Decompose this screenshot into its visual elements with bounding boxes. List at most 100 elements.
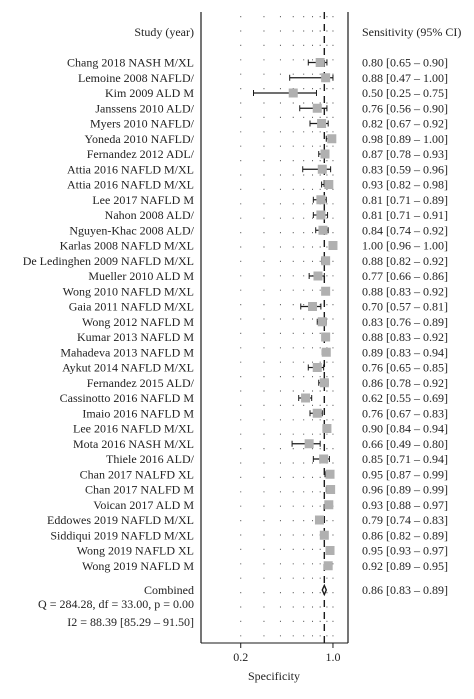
study-label: Nahon 2008 ALD/ (105, 208, 195, 222)
ci-value: 0.76 [0.56 – 0.90] (362, 101, 448, 115)
point-estimate (288, 88, 298, 98)
point-estimate (319, 530, 329, 540)
ci-value: 0.90 [0.84 – 0.94] (362, 422, 448, 436)
point-estimate (317, 119, 327, 128)
study-label: Lemoine 2008 NAFLD/ (78, 71, 195, 85)
study-column-header: Study (year) (134, 25, 194, 39)
ci-value: 0.66 [0.49 – 0.80] (362, 437, 448, 451)
study-rows: Chang 2018 NASH M/XL 0.80 [0.65 – 0.90] Le… (23, 56, 448, 573)
combined-row: Combined 0.86 [0.83 – 0.89] (144, 583, 448, 597)
ci-value: 0.83 [0.76 – 0.89] (362, 315, 448, 329)
study-label: Wong 2019 NAFLD XL (77, 544, 194, 558)
point-estimate (316, 210, 326, 220)
study-label: Wong 2019 NAFLD M (82, 559, 194, 573)
study-label: Myers 2010 NAFLD/ (90, 117, 195, 131)
heterogeneity-q: Q = 284.28, df = 33.00, p = 0.00 (38, 597, 194, 611)
study-label: Eddowes 2019 NAFLD M/XL (47, 513, 194, 527)
study-label: Imaio 2016 NAFLD M (82, 406, 194, 420)
sensitivity-column-header: Sensitivity (95% CI) (362, 25, 461, 39)
study-label: Aykut 2014 NAFLD M/XL (62, 361, 194, 375)
point-estimate (312, 408, 322, 418)
study-label: Voican 2017 ALD M (93, 498, 194, 512)
ci-value: 0.86 [0.78 – 0.92] (362, 376, 448, 390)
point-estimate (308, 302, 318, 311)
ci-value: 0.81 [0.71 – 0.89] (362, 193, 448, 207)
ci-value: 0.62 [0.55 – 0.69] (362, 391, 448, 405)
study-label: Chang 2018 NASH M/XL (67, 56, 194, 70)
ci-value: 0.76 [0.65 – 0.85] (362, 361, 448, 375)
ci-value: 0.83 [0.59 – 0.96] (362, 162, 448, 176)
study-label: Mueller 2010 ALD M (88, 269, 194, 283)
study-label: Mota 2016 NASH M/XL (73, 437, 194, 451)
ci-value: 0.88 [0.82 – 0.92] (362, 254, 448, 268)
ci-value: 0.88 [0.47 – 1.00] (362, 71, 448, 85)
combined-label: Combined (144, 583, 194, 597)
ci-value: 0.79 [0.74 – 0.83] (362, 513, 448, 527)
heterogeneity-i2: I2 = 88.39 [85.29 – 91.50] (67, 615, 194, 629)
point-estimate (317, 164, 327, 174)
study-label: Fernandez 2012 ADL/ (87, 147, 195, 161)
study-label: Attia 2016 NAFLD M/XL (67, 178, 194, 192)
ci-value: 0.88 [0.83 – 0.92] (362, 284, 448, 298)
point-estimate (321, 332, 331, 342)
point-estimate (320, 149, 330, 159)
study-label: Chan 2017 NALFD M (85, 483, 194, 497)
point-estimate (317, 317, 327, 327)
point-estimate (318, 225, 328, 235)
ci-value: 0.95 [0.93 – 0.97] (362, 544, 448, 558)
point-estimate (316, 195, 326, 205)
study-label: Fernandez 2015 ALD/ (87, 376, 195, 390)
point-estimate (323, 561, 333, 571)
ci-value: 0.86 [0.82 – 0.89] (362, 528, 448, 542)
ci-value: 0.95 [0.87 – 0.99] (362, 467, 448, 481)
point-estimate (321, 73, 331, 83)
ci-value: 0.84 [0.74 – 0.92] (362, 223, 448, 237)
study-label: Nguyen-Khac 2008 ALD/ (69, 223, 194, 237)
ci-value: 1.00 [0.96 – 1.00] (362, 239, 448, 253)
ci-value: 0.96 [0.89 – 0.99] (362, 483, 448, 497)
x-axis-label: Specificity (248, 669, 300, 683)
study-label: Siddiqui 2019 NAFLD M/XL (50, 528, 194, 542)
point-estimate (312, 103, 322, 113)
x-axis: 0.2 1.0 (233, 643, 340, 664)
point-estimate (325, 546, 335, 555)
ci-value: 0.77 [0.66 – 0.86] (362, 269, 448, 283)
point-estimate (325, 469, 335, 479)
point-estimate (324, 180, 334, 189)
study-label: Wong 2010 NAFLD M/XL (63, 284, 194, 298)
point-estimate (319, 378, 329, 388)
ci-value: 0.82 [0.67 – 0.92] (362, 117, 448, 131)
ci-value: 0.93 [0.82 – 0.98] (362, 178, 448, 192)
study-label: Kumar 2013 NAFLD M (77, 330, 194, 344)
ci-value: 0.93 [0.88 – 0.97] (362, 498, 448, 512)
ci-value: 0.76 [0.67 – 0.83] (362, 406, 448, 420)
combined-diamond (321, 583, 328, 597)
point-estimate (301, 393, 311, 403)
ci-value: 0.92 [0.89 – 0.95] (362, 559, 448, 573)
study-label: Karlas 2008 NAFLD M/XL (60, 239, 194, 253)
point-estimate (319, 454, 329, 464)
study-label: Mahadeva 2013 NAFLD M (60, 345, 194, 359)
ci-value: 0.88 [0.83 – 0.92] (362, 330, 448, 344)
ci-value: 0.80 [0.65 – 0.90] (362, 56, 448, 70)
point-estimate (328, 241, 338, 250)
point-estimate (304, 439, 314, 449)
study-label: Yoneda 2010 NAFLD/ (85, 132, 195, 146)
point-estimate (322, 424, 332, 433)
study-label: Lee 2017 NAFLD M (92, 193, 194, 207)
ci-value: 0.85 [0.71 – 0.94] (362, 452, 448, 466)
x-tick-label: 0.2 (233, 650, 248, 664)
ci-value: 0.89 [0.83 – 0.94] (362, 345, 448, 359)
ci-value: 0.87 [0.78 – 0.93] (362, 147, 448, 161)
study-label: Gaia 2011 NAFLD M/XL (69, 300, 194, 314)
point-estimate (321, 347, 331, 357)
point-estimate (315, 58, 325, 67)
point-estimate (321, 286, 331, 296)
study-label: Cassinotto 2016 NAFLD M (60, 391, 195, 405)
study-label: Lee 2016 NAFLD M/XL (73, 422, 194, 436)
ci-value: 0.70 [0.57 – 0.81] (362, 300, 448, 314)
point-estimate (314, 515, 324, 525)
study-label: De Ledinghen 2009 NAFLD M/XL (23, 254, 194, 268)
point-estimate (326, 485, 336, 494)
